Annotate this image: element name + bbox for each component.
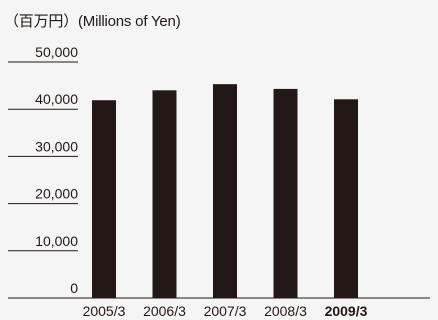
x-tick-label-2008-3: 2008/3 (264, 303, 307, 319)
bar-2005-3 (92, 100, 116, 299)
x-tick-label-2007-3: 2007/3 (204, 303, 247, 319)
bar-2009-3 (334, 99, 358, 299)
y-tick-label-4: 40,000 (35, 91, 78, 107)
unit-label: （百万円）(Millions of Yen) (4, 13, 181, 30)
y-tick-label-0: 0 (70, 280, 78, 296)
x-tick-label-2006-3: 2006/3 (143, 303, 186, 319)
y-tick-label-2: 20,000 (35, 186, 78, 202)
y-tick-label-3: 30,000 (35, 138, 78, 154)
bar-2007-3 (213, 84, 237, 299)
y-tick-label-5: 50,000 (35, 44, 78, 60)
bar-2006-3 (152, 90, 177, 298)
x-tick-label-2005-3: 2005/3 (83, 303, 126, 319)
bar-2008-3 (273, 88, 298, 299)
x-tick-label-2009-3: 2009/3 (325, 303, 368, 319)
y-tick-label-1: 10,000 (35, 233, 78, 249)
